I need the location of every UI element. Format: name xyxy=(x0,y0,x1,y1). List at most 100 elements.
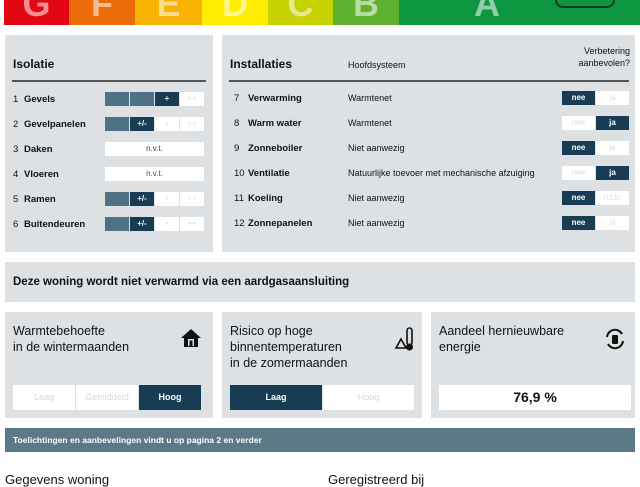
rating-cell xyxy=(130,92,154,106)
installaties-title: Installaties xyxy=(230,57,293,71)
installatie-row: 10 Ventilatie xyxy=(234,168,290,179)
installatie-row: 7 Verwarming xyxy=(234,93,302,104)
isolatie-row: 5 Ramen xyxy=(13,194,56,205)
option-ja: ja xyxy=(596,91,629,105)
isolatie-row: 4 Vloeren xyxy=(13,169,59,180)
warmte-title-2: in de wintermaanden xyxy=(13,340,130,354)
row-number: 3 xyxy=(13,144,19,155)
rating-cell: +/- xyxy=(130,192,154,206)
hernieuwbaar-title: Aandeel hernieuwbare energie xyxy=(439,323,564,355)
rating-cell: ++ xyxy=(180,217,204,231)
row-label: Gevels xyxy=(24,94,56,105)
risico-scale: Laag Hoog xyxy=(230,385,415,410)
info-bar: Toelichtingen en aanbevelingen vindt u o… xyxy=(5,428,635,452)
option-nee: nee xyxy=(562,116,595,130)
rating-cell: ++ xyxy=(180,192,204,206)
rating-scale: + ++ xyxy=(105,92,204,106)
label-D: D xyxy=(202,0,268,25)
row-label: Verwarming xyxy=(248,93,302,104)
scale-option-laag: Laag xyxy=(230,385,322,410)
rating-cell xyxy=(105,192,129,206)
risico-title-3: in de zomermaanden xyxy=(230,356,348,370)
option-ja: ja xyxy=(596,166,629,180)
bottom-heading-left: Gegevens woning xyxy=(5,472,110,487)
label-E: E xyxy=(135,0,202,25)
col-verbetering: Verbetering aanbevolen? xyxy=(578,46,630,68)
option-ja: ja xyxy=(596,141,629,155)
isolatie-title: Isolatie xyxy=(13,57,55,71)
warmte-title-1: Warmtebehoefte xyxy=(13,324,105,338)
row-label: Koeling xyxy=(248,193,283,204)
row-number: 1 xyxy=(13,94,19,105)
label-A: A xyxy=(399,0,640,25)
label-letter: D xyxy=(222,0,248,24)
label-F: F xyxy=(69,0,135,25)
warmte-scale: Laag Gemiddeld Hoog xyxy=(13,385,202,410)
isolatie-row: 1 Gevels xyxy=(13,94,55,105)
installatie-row: 11 Koeling xyxy=(234,193,283,204)
row-label: Buitendeuren xyxy=(24,219,86,230)
option-nee: nee xyxy=(562,166,595,180)
label-letter: C xyxy=(287,0,314,24)
verbetering-toggle: nee ja xyxy=(562,116,629,130)
hoofdsysteem-value: Warmtenet xyxy=(348,93,392,103)
hoofdsysteem-value: Niet aanwezig xyxy=(348,218,405,228)
rating-cell xyxy=(105,92,129,106)
rating-cell: +/- xyxy=(130,117,154,131)
rating-scale: +/- + ++ xyxy=(105,117,204,131)
option-nee: nee xyxy=(562,191,595,205)
renewable-icon xyxy=(606,328,624,350)
scale-option-gemiddeld: Gemiddeld xyxy=(76,385,138,410)
label-letter: G xyxy=(22,0,51,24)
isolatie-row: 2 Gevelpanelen xyxy=(13,119,86,130)
row-label: Daken xyxy=(24,144,53,155)
rating-cell xyxy=(105,117,129,131)
row-label: Warm water xyxy=(248,118,302,129)
divider xyxy=(12,80,206,82)
row-label: Ventilatie xyxy=(248,168,290,179)
option-nee: nee xyxy=(562,141,595,155)
option-ja: ja xyxy=(596,116,629,130)
installatie-row: 8 Warm water xyxy=(234,118,302,129)
gas-notice-text: Deze woning wordt niet verwarmd via een … xyxy=(13,276,350,288)
verbetering-toggle: nee ja xyxy=(562,91,629,105)
label-letter: E xyxy=(156,0,181,24)
isolatie-row: 3 Daken xyxy=(13,144,53,155)
bottom-heading-right: Geregistreerd bij xyxy=(328,472,425,487)
installaties-panel: Installaties Hoofdsysteem Verbetering aa… xyxy=(222,35,635,252)
rating-cell: + xyxy=(155,192,179,206)
verbetering-toggle: nee ja xyxy=(562,216,629,230)
row-label: Gevelpanelen xyxy=(24,119,86,130)
thermometer-icon xyxy=(394,327,413,351)
installatie-row: 12 Zonnepanelen xyxy=(234,218,312,229)
rating-cell: +/- xyxy=(130,217,154,231)
label-letter: F xyxy=(91,0,113,24)
option-ja: ja xyxy=(596,216,629,230)
row-number: 6 xyxy=(13,219,19,230)
rating-value: n.v.t. xyxy=(105,142,204,156)
hoofdsysteem-value: Warmtenet xyxy=(348,118,392,128)
rating-value: n.v.t. xyxy=(105,167,204,181)
risico-title: Risico op hoge binnentemperaturen in de zo… xyxy=(230,323,347,371)
rating-scale: +/- + ++ xyxy=(105,217,204,231)
hoofdsysteem-value: Natuurlijke toevoer met mechanische afzu… xyxy=(348,168,535,178)
row-label: Ramen xyxy=(24,194,56,205)
option-nee: nee xyxy=(562,216,595,230)
hernieuwbaar-title-1: Aandeel hernieuwbare xyxy=(439,324,565,338)
label-G: G xyxy=(4,0,69,25)
installatie-row: 9 Zonneboiler xyxy=(234,143,302,154)
rating-cell: + xyxy=(155,92,179,106)
hernieuwbaar-title-2: energie xyxy=(439,340,481,354)
row-number: 11 xyxy=(234,193,244,204)
scale-option-laag: Laag xyxy=(13,385,75,410)
label-letter: A xyxy=(474,0,500,24)
row-number: 10 xyxy=(234,168,245,179)
label-B: B xyxy=(333,0,399,25)
option-ntb: n.t.b. xyxy=(596,191,629,205)
rating-cell: ++ xyxy=(180,117,204,131)
info-bar-text: Toelichtingen en aanbevelingen vindt u o… xyxy=(13,435,262,445)
label-indicator xyxy=(555,0,615,8)
gas-notice: Deze woning wordt niet verwarmd via een … xyxy=(5,262,635,302)
hoofdsysteem-value: Niet aanwezig xyxy=(348,143,405,153)
row-number: 4 xyxy=(13,169,19,180)
